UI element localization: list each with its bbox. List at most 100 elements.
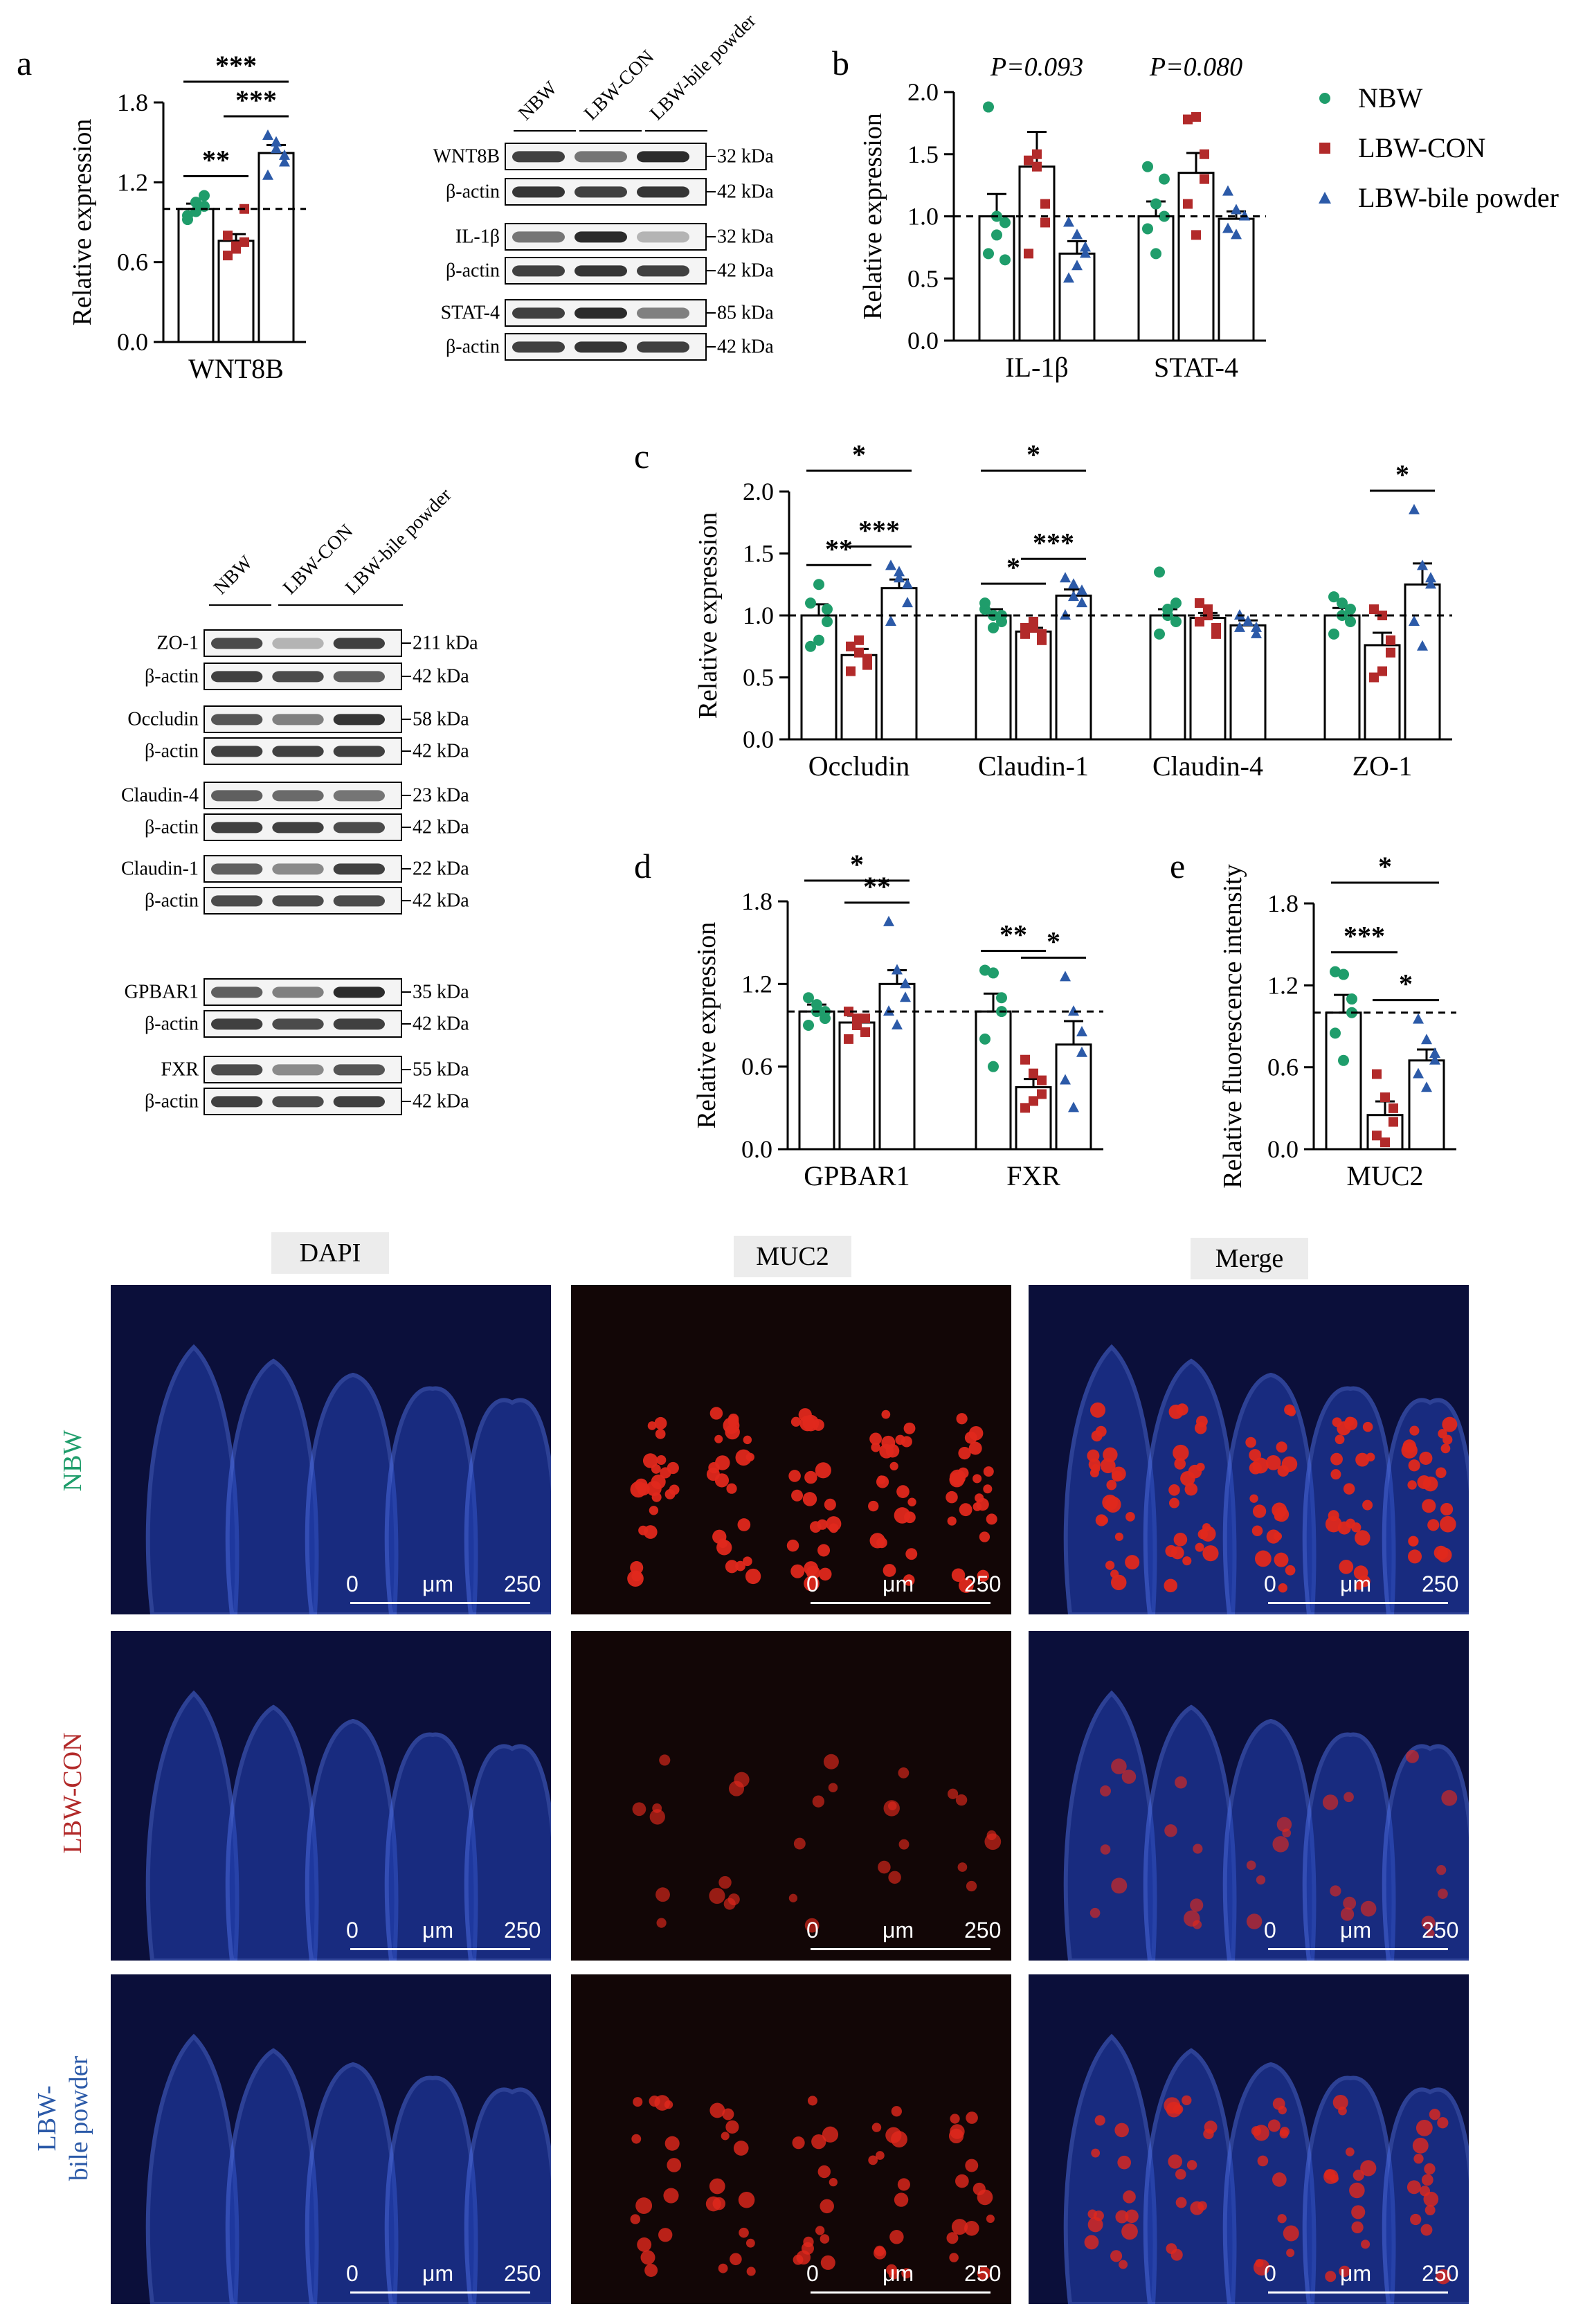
- micrograph-image: [627, 1407, 997, 1594]
- muc2-signal: [1339, 2265, 1350, 2278]
- muc2-signal: [1114, 2123, 1129, 2138]
- muc2-signal: [1251, 1525, 1263, 1537]
- muc2-signal: [1423, 2191, 1439, 2207]
- muc2-signal: [647, 1421, 657, 1430]
- blot-band: [637, 307, 689, 319]
- muc2-signal: [1406, 2180, 1421, 2195]
- data-point-nbw: [1142, 161, 1153, 172]
- muc2-signal: [1196, 1415, 1208, 1427]
- muc2-signal: [1424, 2205, 1436, 2216]
- data-point-lbw-con: [1037, 1089, 1047, 1099]
- bar: [257, 152, 295, 343]
- muc2-signal: [706, 1468, 720, 1481]
- scale-bar-start: 0: [1264, 1918, 1276, 1943]
- muc2-signal: [1360, 2160, 1377, 2177]
- data-point-lbw-bile: [1060, 1074, 1071, 1085]
- muc2-signal: [738, 2191, 755, 2208]
- muc2-signal: [1429, 2109, 1440, 2120]
- micrograph-nbw-dapi: 0 μm 250: [111, 1285, 551, 1614]
- blot-band: [575, 151, 627, 163]
- y-tick-label: 0.0: [117, 328, 148, 356]
- muc2-signal: [1253, 2125, 1269, 2141]
- bar: [1137, 215, 1175, 342]
- data-point-lbw-bile: [1421, 1034, 1432, 1045]
- muc2-signal: [1110, 1574, 1127, 1591]
- panel-label-d: d: [634, 847, 651, 885]
- tissue-villus: [145, 2033, 239, 2304]
- y-tick-label: 2.0: [743, 478, 774, 505]
- muc2-signal: [1351, 2221, 1364, 2234]
- data-point-lbw-bile: [1409, 615, 1420, 626]
- muc2-signal: [649, 1506, 659, 1515]
- muc2-signal: [1332, 1417, 1342, 1427]
- scale-bar-start: 0: [346, 1918, 359, 1943]
- blot-band: [272, 863, 324, 875]
- tissue-villus: [1063, 1690, 1157, 1961]
- data-point-lbw-bile: [1417, 640, 1428, 651]
- muc2-signal: [709, 2178, 725, 2195]
- significance-label: *: [1026, 439, 1040, 470]
- bar: [975, 614, 1012, 741]
- muc2-signal: [1355, 1581, 1364, 1590]
- micrograph-image: [630, 2095, 995, 2280]
- data-point-lbw-bile: [1231, 204, 1242, 215]
- muc2-signal: [709, 2102, 725, 2118]
- scale-bar-line: [811, 1948, 990, 1950]
- bar: [1015, 630, 1052, 741]
- muc2-signal: [1193, 1920, 1202, 1929]
- muc2-signal: [1276, 1817, 1292, 1832]
- muc2-signal: [949, 2253, 959, 2262]
- tissue-villus: [145, 1690, 239, 1961]
- data-point-lbw-bile: [902, 578, 913, 589]
- muc2-signal: [790, 1564, 805, 1578]
- muc2-signal: [1255, 2259, 1264, 2268]
- kda-label: 42 kDa: [717, 336, 774, 357]
- blot-row-label: WNT8B: [433, 145, 500, 167]
- muc2-signal: [788, 1893, 798, 1902]
- legend-marker-nbw: [1319, 93, 1330, 104]
- data-point-lbw-bile: [1076, 597, 1087, 608]
- kda-label: 42 kDa: [413, 665, 469, 687]
- scale-bar-end: 250: [1422, 1918, 1459, 1943]
- muc2-signal: [1353, 1565, 1368, 1580]
- blot-band: [512, 307, 565, 319]
- muc2-signal: [1174, 1458, 1186, 1470]
- muc2-signal: [1091, 1463, 1101, 1473]
- data-point-lbw-con: [1020, 1103, 1030, 1113]
- muc2-signal: [722, 2108, 734, 2120]
- micrograph-lbw-con-merge: 0 μm 250: [1029, 1631, 1469, 1961]
- y-tick-label: 1.2: [741, 970, 772, 998]
- scale-bar-end: 250: [964, 1918, 1002, 1943]
- data-point-lbw-con: [223, 251, 233, 261]
- muc2-signal: [1084, 2235, 1099, 2250]
- y-tick-label: 0.0: [741, 1135, 772, 1163]
- muc2-signal: [739, 2227, 749, 2238]
- muc2-signal: [1412, 2137, 1429, 2154]
- scale-bar-end: 250: [504, 2261, 541, 2286]
- data-point-lbw-bile: [1231, 228, 1242, 240]
- bar: [1055, 1043, 1092, 1151]
- blot-band: [333, 714, 385, 726]
- muc2-signal: [869, 1533, 885, 1549]
- muc2-signal: [1190, 2201, 1204, 2215]
- micrograph-lbw-bile-dapi: 0 μm 250: [111, 1974, 551, 2304]
- data-point-lbw-bile: [1071, 228, 1083, 240]
- muc2-signal: [868, 2155, 878, 2165]
- y-tick-label: 0.6: [1267, 1054, 1299, 1081]
- muc2-signal: [1419, 1451, 1433, 1465]
- muc2-signal: [891, 2106, 902, 2117]
- x-tick-label: WNT8B: [188, 353, 284, 384]
- muc2-signal: [1440, 1502, 1454, 1516]
- blot-row-label: Claudin-4: [121, 784, 199, 806]
- muc2-signal: [901, 2268, 912, 2279]
- micrograph-lbw-bile-merge: 0 μm 250: [1029, 1974, 1469, 2304]
- muc2-signal: [877, 1475, 886, 1484]
- data-point-lbw-con: [1203, 611, 1213, 620]
- muc2-signal: [983, 1484, 993, 1494]
- data-point-nbw: [803, 992, 814, 1004]
- data-point-nbw: [979, 597, 990, 609]
- muc2-signal: [1436, 1467, 1447, 1479]
- y-axis-label: Relative fluorescence intensity: [1218, 864, 1247, 1189]
- muc2-signal: [1204, 2120, 1218, 2134]
- kda-label: 22 kDa: [413, 858, 469, 879]
